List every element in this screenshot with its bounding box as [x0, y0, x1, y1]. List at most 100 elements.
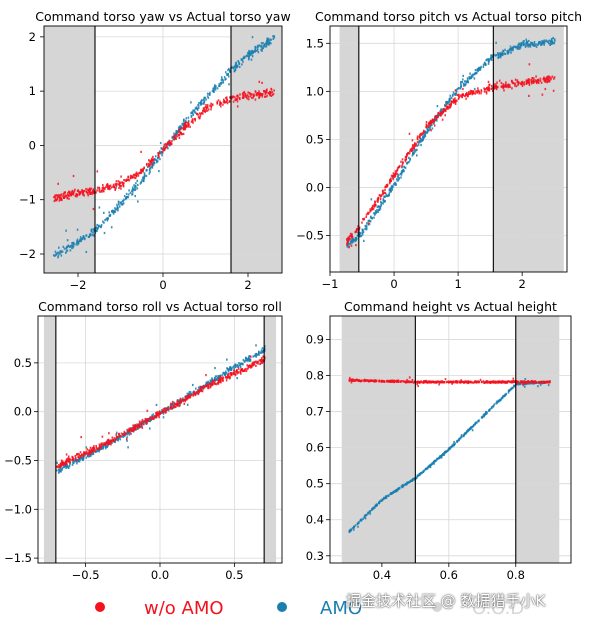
data-point	[433, 122, 435, 125]
data-point	[244, 369, 246, 372]
data-point	[99, 190, 101, 193]
data-point	[485, 87, 488, 90]
data-point	[78, 460, 81, 463]
data-point	[478, 66, 480, 69]
data-point	[160, 147, 162, 150]
data-point	[423, 380, 425, 383]
data-point	[95, 446, 98, 449]
data-point	[149, 427, 151, 430]
data-point	[247, 95, 250, 98]
data-point	[177, 134, 180, 137]
data-point	[370, 216, 372, 219]
data-point	[233, 364, 235, 367]
data-point	[88, 455, 90, 458]
data-point	[406, 378, 408, 382]
y-tick-label: −1.5	[4, 551, 32, 565]
data-point	[402, 161, 404, 165]
data-point	[550, 78, 552, 81]
data-point	[193, 118, 196, 121]
data-point	[205, 98, 207, 101]
data-point	[55, 253, 57, 257]
data-point	[121, 181, 123, 184]
data-point	[514, 380, 516, 384]
data-point	[57, 182, 59, 185]
data-point	[240, 368, 243, 371]
data-point	[263, 89, 265, 93]
data-point	[158, 170, 160, 173]
data-point	[418, 141, 420, 144]
data-point	[451, 100, 453, 103]
data-point	[226, 98, 228, 101]
data-point	[69, 461, 72, 464]
data-point	[540, 81, 543, 84]
data-point	[512, 82, 514, 85]
data-point	[168, 407, 170, 410]
data-point	[173, 133, 176, 137]
data-point	[436, 105, 439, 108]
data-point	[61, 250, 64, 253]
data-point	[378, 501, 381, 504]
data-point	[439, 113, 442, 116]
data-point	[232, 366, 234, 369]
data-point	[63, 196, 65, 199]
data-point	[98, 450, 100, 453]
data-point	[526, 43, 529, 46]
data-point	[202, 112, 204, 115]
data-point	[386, 379, 388, 383]
data-point	[107, 186, 110, 189]
data-point	[149, 161, 151, 164]
data-point	[206, 95, 209, 98]
data-point	[96, 223, 98, 227]
data-point	[227, 72, 229, 76]
y-tick-label: 0.8	[306, 368, 324, 382]
data-point	[259, 94, 261, 98]
data-point	[66, 249, 69, 252]
data-point	[57, 254, 60, 257]
data-point	[453, 93, 456, 96]
data-point	[99, 448, 101, 451]
data-point	[404, 160, 407, 163]
data-point	[228, 75, 230, 78]
data-point	[493, 53, 495, 56]
data-point	[479, 378, 482, 381]
data-point	[467, 79, 469, 82]
data-point	[249, 355, 251, 358]
data-point	[541, 42, 543, 45]
data-point	[98, 225, 101, 228]
data-point	[512, 386, 514, 389]
data-point	[126, 439, 128, 442]
data-point	[514, 78, 517, 81]
data-point	[104, 187, 106, 190]
data-point	[112, 212, 115, 215]
data-point	[449, 380, 452, 383]
data-point	[79, 455, 82, 458]
data-point	[378, 194, 381, 197]
data-point	[151, 157, 153, 160]
data-point	[127, 432, 130, 435]
data-point	[202, 109, 204, 112]
data-point	[71, 463, 74, 466]
data-point	[405, 482, 408, 485]
data-point	[69, 191, 71, 194]
data-point	[241, 59, 244, 62]
data-point	[154, 415, 156, 418]
data-point	[412, 147, 415, 150]
data-point	[156, 413, 159, 416]
data-point	[452, 444, 455, 447]
data-point	[192, 383, 194, 387]
data-point	[68, 459, 70, 462]
data-point	[129, 431, 131, 434]
data-point	[115, 208, 118, 211]
data-point	[466, 77, 469, 80]
data-point	[432, 381, 435, 384]
data-point	[102, 184, 104, 187]
data-point	[173, 405, 175, 408]
data-point	[523, 83, 525, 86]
data-point	[65, 251, 67, 254]
data-point	[225, 71, 227, 74]
data-point	[473, 87, 476, 91]
data-point	[259, 362, 262, 365]
data-point	[141, 418, 144, 422]
data-point	[166, 143, 168, 146]
data-point	[92, 189, 94, 192]
